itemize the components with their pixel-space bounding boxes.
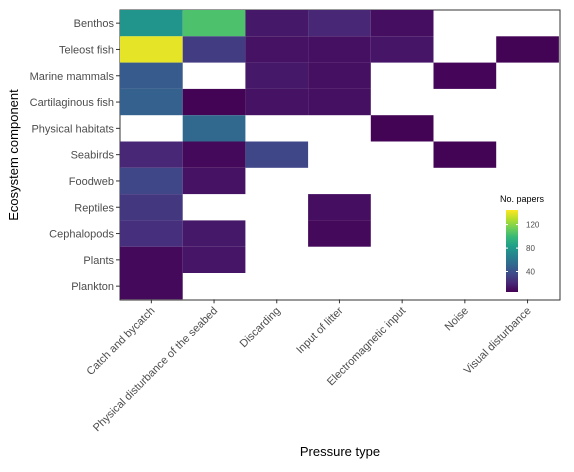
legend: No. papers 40 80 120 xyxy=(500,194,545,292)
x-tick-label-noise: Noise xyxy=(443,305,471,333)
heatmap-cell-foodweb-catch-and-bycatch xyxy=(120,167,183,195)
y-tick-label-cartilaginous-fish: Cartilaginous fish xyxy=(30,97,114,109)
y-tick-label-plankton: Plankton xyxy=(71,281,114,293)
heatmap-cell-teleost-fish-input-of-litter xyxy=(308,36,371,63)
heatmap-cell-marine-mammals-discarding xyxy=(245,62,309,89)
cells-layer xyxy=(120,10,559,300)
y-tick-label-marine-mammals: Marine mammals xyxy=(30,71,115,83)
legend-tick-label: 80 xyxy=(526,244,535,253)
heatmap-cell-marine-mammals-input-of-litter xyxy=(308,62,371,89)
heatmap-cell-reptiles-input-of-litter xyxy=(308,194,371,221)
heatmap-cell-marine-mammals-catch-and-bycatch xyxy=(120,62,183,89)
heatmap-cell-cartilaginous-fish-physical-disturbance-of-the-seabed xyxy=(182,88,246,116)
heatmap-cell-cephalopods-input-of-litter xyxy=(308,220,371,247)
legend-tick-label: 120 xyxy=(526,221,540,230)
heatmap-cell-plankton-catch-and-bycatch xyxy=(120,273,183,300)
x-tick-label-input-of-litter: Input of litter xyxy=(294,305,346,357)
y-axis-title: Ecosystem component xyxy=(6,89,21,221)
heatmap-cell-cartilaginous-fish-discarding xyxy=(245,88,309,116)
y-tick-label-teleost-fish: Teleost fish xyxy=(59,44,114,56)
heatmap-cell-benthos-catch-and-bycatch xyxy=(120,10,183,37)
heatmap-cell-seabirds-physical-disturbance-of-the-seabed xyxy=(182,141,246,168)
heatmap-cell-teleost-fish-catch-and-bycatch xyxy=(120,36,183,63)
heatmap-cell-physical-habitats-physical-disturbance-of-the-seabed xyxy=(182,115,246,142)
heatmap-cell-benthos-electromagnetic-input xyxy=(370,10,434,37)
heatmap-cell-marine-mammals-noise xyxy=(433,62,497,89)
legend-tick-label: 40 xyxy=(526,268,535,277)
y-tick-label-plants: Plants xyxy=(83,255,114,267)
heatmap-cell-plants-catch-and-bycatch xyxy=(120,246,183,273)
y-axis-ticks: Benthos Teleost fish Marine mammals Cartila… xyxy=(30,18,120,293)
heatmap-cell-teleost-fish-electromagnetic-input xyxy=(370,36,434,63)
heatmap-cell-teleost-fish-visual-disturbance xyxy=(496,36,559,63)
heatmap-cell-physical-habitats-electromagnetic-input xyxy=(370,115,434,142)
y-tick-label-reptiles: Reptiles xyxy=(74,202,114,214)
heatmap-cell-cephalopods-catch-and-bycatch xyxy=(120,220,183,247)
heatmap-cell-benthos-input-of-litter xyxy=(308,10,371,37)
heatmap-cell-teleost-fish-physical-disturbance-of-the-seabed xyxy=(182,36,246,63)
heatmap-cell-plants-physical-disturbance-of-the-seabed xyxy=(182,246,246,273)
y-tick-label-seabirds: Seabirds xyxy=(71,150,115,162)
x-axis-title: Pressure type xyxy=(300,444,380,459)
heatmap-cell-cartilaginous-fish-input-of-litter xyxy=(308,88,371,116)
y-tick-label-benthos: Benthos xyxy=(74,18,115,30)
x-tick-label-catch-and-bycatch: Catch and bycatch xyxy=(85,305,158,378)
heatmap-cell-seabirds-catch-and-bycatch xyxy=(120,141,183,168)
heatmap-cell-reptiles-catch-and-bycatch xyxy=(120,194,183,221)
heatmap-cell-cartilaginous-fish-catch-and-bycatch xyxy=(120,88,183,116)
y-tick-label-cephalopods: Cephalopods xyxy=(49,229,114,241)
x-tick-label-physical-disturbance-of-the-seabed: Physical disturbance of the seabed xyxy=(91,305,220,434)
heatmap-cell-seabirds-noise xyxy=(433,141,497,168)
heatmap-cell-cephalopods-physical-disturbance-of-the-seabed xyxy=(182,220,246,247)
heatmap-cell-benthos-discarding xyxy=(245,10,309,37)
heatmap-cell-benthos-physical-disturbance-of-the-seabed xyxy=(182,10,246,37)
legend-ticks: 40 80 120 xyxy=(506,221,540,277)
legend-title: No. papers xyxy=(500,194,545,204)
y-tick-label-physical-habitats: Physical habitats xyxy=(31,123,114,135)
x-tick-label-visual-disturbance: Visual disturbance xyxy=(462,305,534,377)
x-tick-label-discarding: Discarding xyxy=(238,305,283,350)
legend-colorbar xyxy=(506,210,518,292)
heatmap-cell-teleost-fish-discarding xyxy=(245,36,309,63)
heatmap-cell-seabirds-discarding xyxy=(245,141,309,168)
heatmap-cell-foodweb-physical-disturbance-of-the-seabed xyxy=(182,167,246,195)
y-tick-label-foodweb: Foodweb xyxy=(69,176,114,188)
